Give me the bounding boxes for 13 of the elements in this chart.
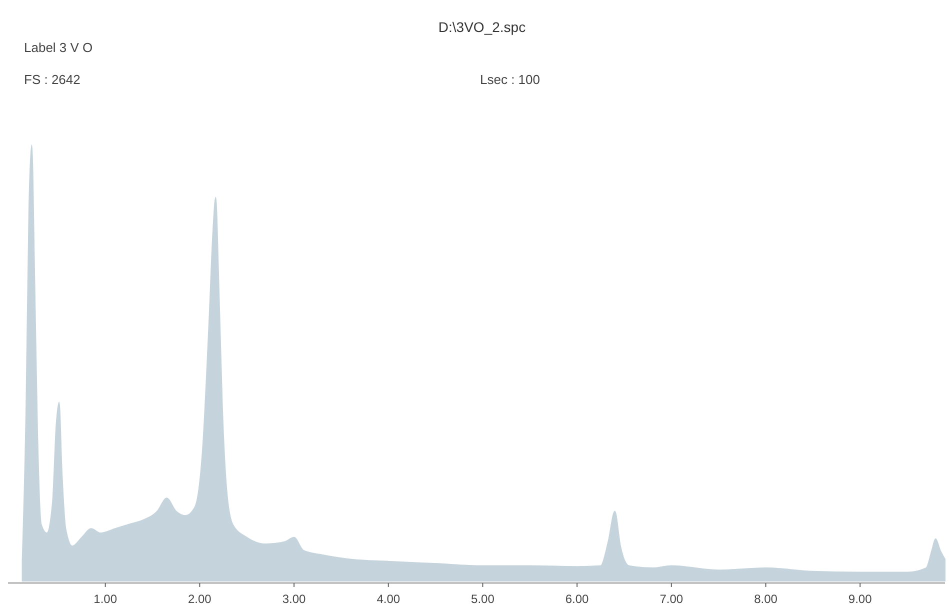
x-tick-label: 6.00	[565, 592, 590, 606]
text: Label 3 V O	[24, 40, 93, 55]
x-tick-label: 8.00	[754, 592, 778, 606]
x-tick-label: 1.00	[94, 592, 118, 606]
x-tick-label: 9.00	[848, 592, 872, 606]
x-tick-label: 4.00	[376, 592, 400, 606]
x-tick-label: 3.00	[282, 592, 306, 606]
x-tick-label: 7.00	[660, 592, 684, 606]
x-tick-label: 5.00	[471, 592, 495, 606]
text: FS : 2642	[24, 72, 80, 87]
x-tick-label: 2.00	[188, 592, 212, 606]
chart-title: D:\3VO_2.spc	[438, 19, 526, 35]
text: Lsec : 100	[480, 72, 540, 87]
